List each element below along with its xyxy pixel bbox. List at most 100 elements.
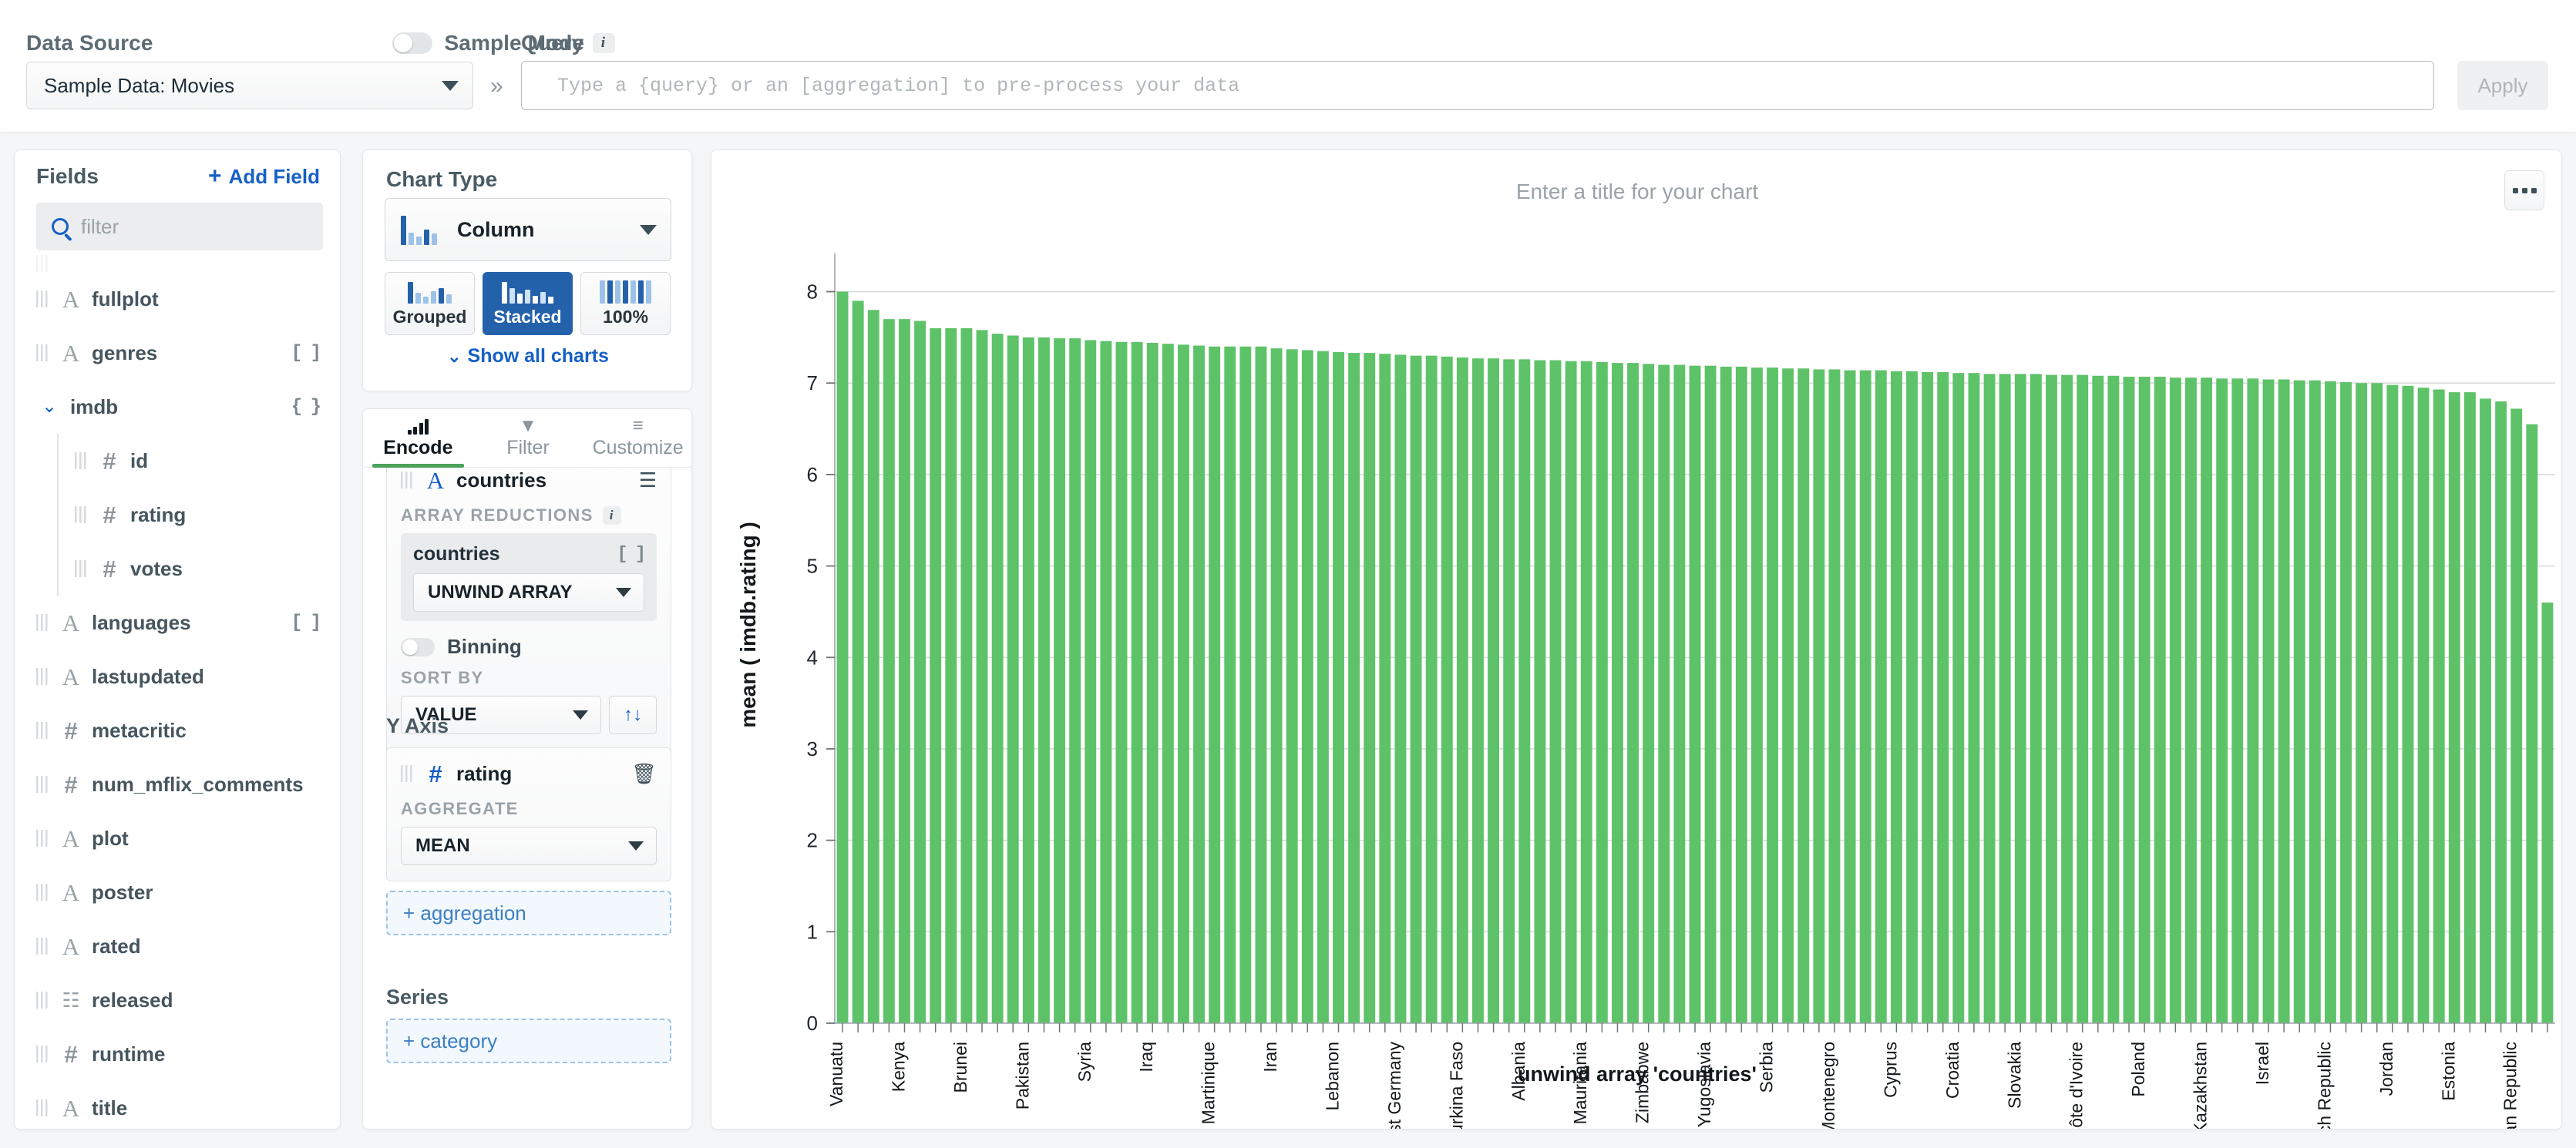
bar[interactable]	[1952, 373, 1965, 1023]
bar[interactable]	[2201, 378, 2213, 1024]
bar[interactable]	[899, 319, 910, 1023]
bar[interactable]	[1813, 369, 1825, 1023]
bar[interactable]	[1394, 354, 1407, 1023]
variant-100-percent-button[interactable]: 100%	[580, 272, 671, 335]
binning-toggle[interactable]	[401, 637, 435, 656]
sort-direction-button[interactable]: ↑↓	[609, 696, 657, 734]
sort-by-select[interactable]: VALUE	[401, 696, 601, 734]
bar[interactable]	[1937, 371, 1949, 1024]
bar[interactable]	[1379, 354, 1391, 1023]
bar[interactable]	[2185, 378, 2197, 1024]
bar[interactable]	[836, 291, 849, 1023]
x-axis-field-line[interactable]: A countries ☰	[401, 468, 657, 493]
bar[interactable]	[1750, 368, 1763, 1023]
data-source-select[interactable]: Sample Data: Movies	[26, 62, 473, 109]
field-filter-input[interactable]	[81, 214, 304, 239]
bar[interactable]	[1534, 360, 1546, 1023]
bar[interactable]	[1999, 374, 2011, 1024]
bar[interactable]	[1968, 373, 1980, 1023]
bar[interactable]	[1100, 341, 1112, 1023]
bar[interactable]	[2463, 392, 2476, 1024]
bar[interactable]	[2077, 374, 2089, 1023]
y-axis-field-line[interactable]: # rating 🗑	[401, 760, 657, 787]
drag-handle-icon[interactable]	[36, 1099, 49, 1116]
bar[interactable]	[2014, 374, 2026, 1024]
bar[interactable]	[1270, 348, 1283, 1023]
bar[interactable]	[1286, 349, 1298, 1023]
bar[interactable]	[991, 334, 1004, 1023]
bar[interactable]	[2495, 401, 2507, 1023]
bar[interactable]	[852, 300, 864, 1023]
bar[interactable]	[1488, 358, 1500, 1023]
bar[interactable]	[914, 321, 926, 1023]
bar[interactable]	[1503, 359, 1515, 1023]
bar[interactable]	[1317, 351, 1329, 1023]
bar[interactable]	[1627, 363, 1639, 1023]
bar[interactable]	[1859, 370, 1871, 1023]
bar[interactable]	[2309, 380, 2321, 1023]
bar[interactable]	[1069, 338, 1081, 1023]
expand-panel-chevron-icon[interactable]: »	[490, 73, 503, 99]
array-reductions-info-icon[interactable]: i	[602, 506, 621, 525]
bar[interactable]	[960, 328, 973, 1023]
tab-customize[interactable]: ≡ Customize	[583, 409, 691, 467]
field-row-rating[interactable]: # rating	[15, 488, 340, 542]
bar[interactable]	[2541, 603, 2554, 1023]
bar[interactable]	[1239, 346, 1252, 1023]
bar[interactable]	[2107, 375, 2120, 1024]
bar[interactable]	[1580, 361, 1592, 1023]
field-row-num_mflix_comments[interactable]: # num_mflix_comments	[15, 757, 340, 811]
bar[interactable]	[2247, 378, 2259, 1023]
sample-mode-toggle[interactable]	[392, 32, 432, 54]
bar[interactable]	[2092, 375, 2104, 1024]
field-row-metacritic[interactable]: # metacritic	[15, 703, 340, 757]
add-category-button[interactable]: + category	[386, 1019, 671, 1063]
bar[interactable]	[2356, 383, 2368, 1024]
query-info-icon[interactable]: i	[593, 33, 614, 53]
bar[interactable]	[2046, 374, 2057, 1023]
bar[interactable]	[2154, 376, 2166, 1023]
bar[interactable]	[1007, 335, 1019, 1023]
field-filter-wrap[interactable]	[36, 203, 323, 250]
bar[interactable]	[1689, 365, 1701, 1023]
bar[interactable]	[1022, 337, 1034, 1023]
bar[interactable]	[1301, 350, 1313, 1024]
bar[interactable]	[1797, 368, 1810, 1024]
field-row-released[interactable]: ☷ released	[15, 973, 340, 1027]
apply-button[interactable]: Apply	[2457, 61, 2548, 110]
bar[interactable]	[1456, 357, 1468, 1023]
drag-handle-icon[interactable]	[36, 884, 49, 901]
x-axis-drag-icon[interactable]: ☰	[638, 468, 657, 492]
drag-handle-icon[interactable]	[36, 255, 49, 272]
bar[interactable]	[883, 319, 895, 1023]
bar[interactable]	[1983, 374, 1996, 1024]
chart-menu-button[interactable]	[2504, 170, 2544, 210]
bar[interactable]	[2448, 392, 2460, 1024]
drag-handle-icon[interactable]	[75, 506, 87, 523]
variant-stacked-button[interactable]: Stacked	[483, 272, 573, 335]
bar[interactable]	[1209, 346, 1221, 1023]
bar[interactable]	[867, 310, 879, 1023]
field-row-id[interactable]: # id	[15, 434, 340, 488]
bar[interactable]	[1146, 343, 1159, 1023]
bar[interactable]	[1906, 371, 1918, 1023]
bar[interactable]	[1596, 361, 1608, 1023]
bar[interactable]	[1704, 365, 1717, 1023]
bar[interactable]	[2262, 379, 2275, 1024]
bar[interactable]	[2386, 384, 2399, 1024]
bar[interactable]	[1890, 371, 1902, 1023]
bar[interactable]	[1255, 346, 1267, 1023]
drag-handle-icon[interactable]	[401, 765, 413, 782]
field-row-votes[interactable]: # votes	[15, 542, 340, 596]
bar[interactable]	[1085, 340, 1097, 1023]
bar[interactable]	[2030, 374, 2042, 1024]
bar[interactable]	[1441, 356, 1453, 1023]
bar[interactable]	[1565, 361, 1577, 1023]
drag-handle-icon[interactable]	[36, 722, 49, 739]
bar[interactable]	[2402, 385, 2414, 1023]
bar[interactable]	[1643, 364, 1655, 1023]
